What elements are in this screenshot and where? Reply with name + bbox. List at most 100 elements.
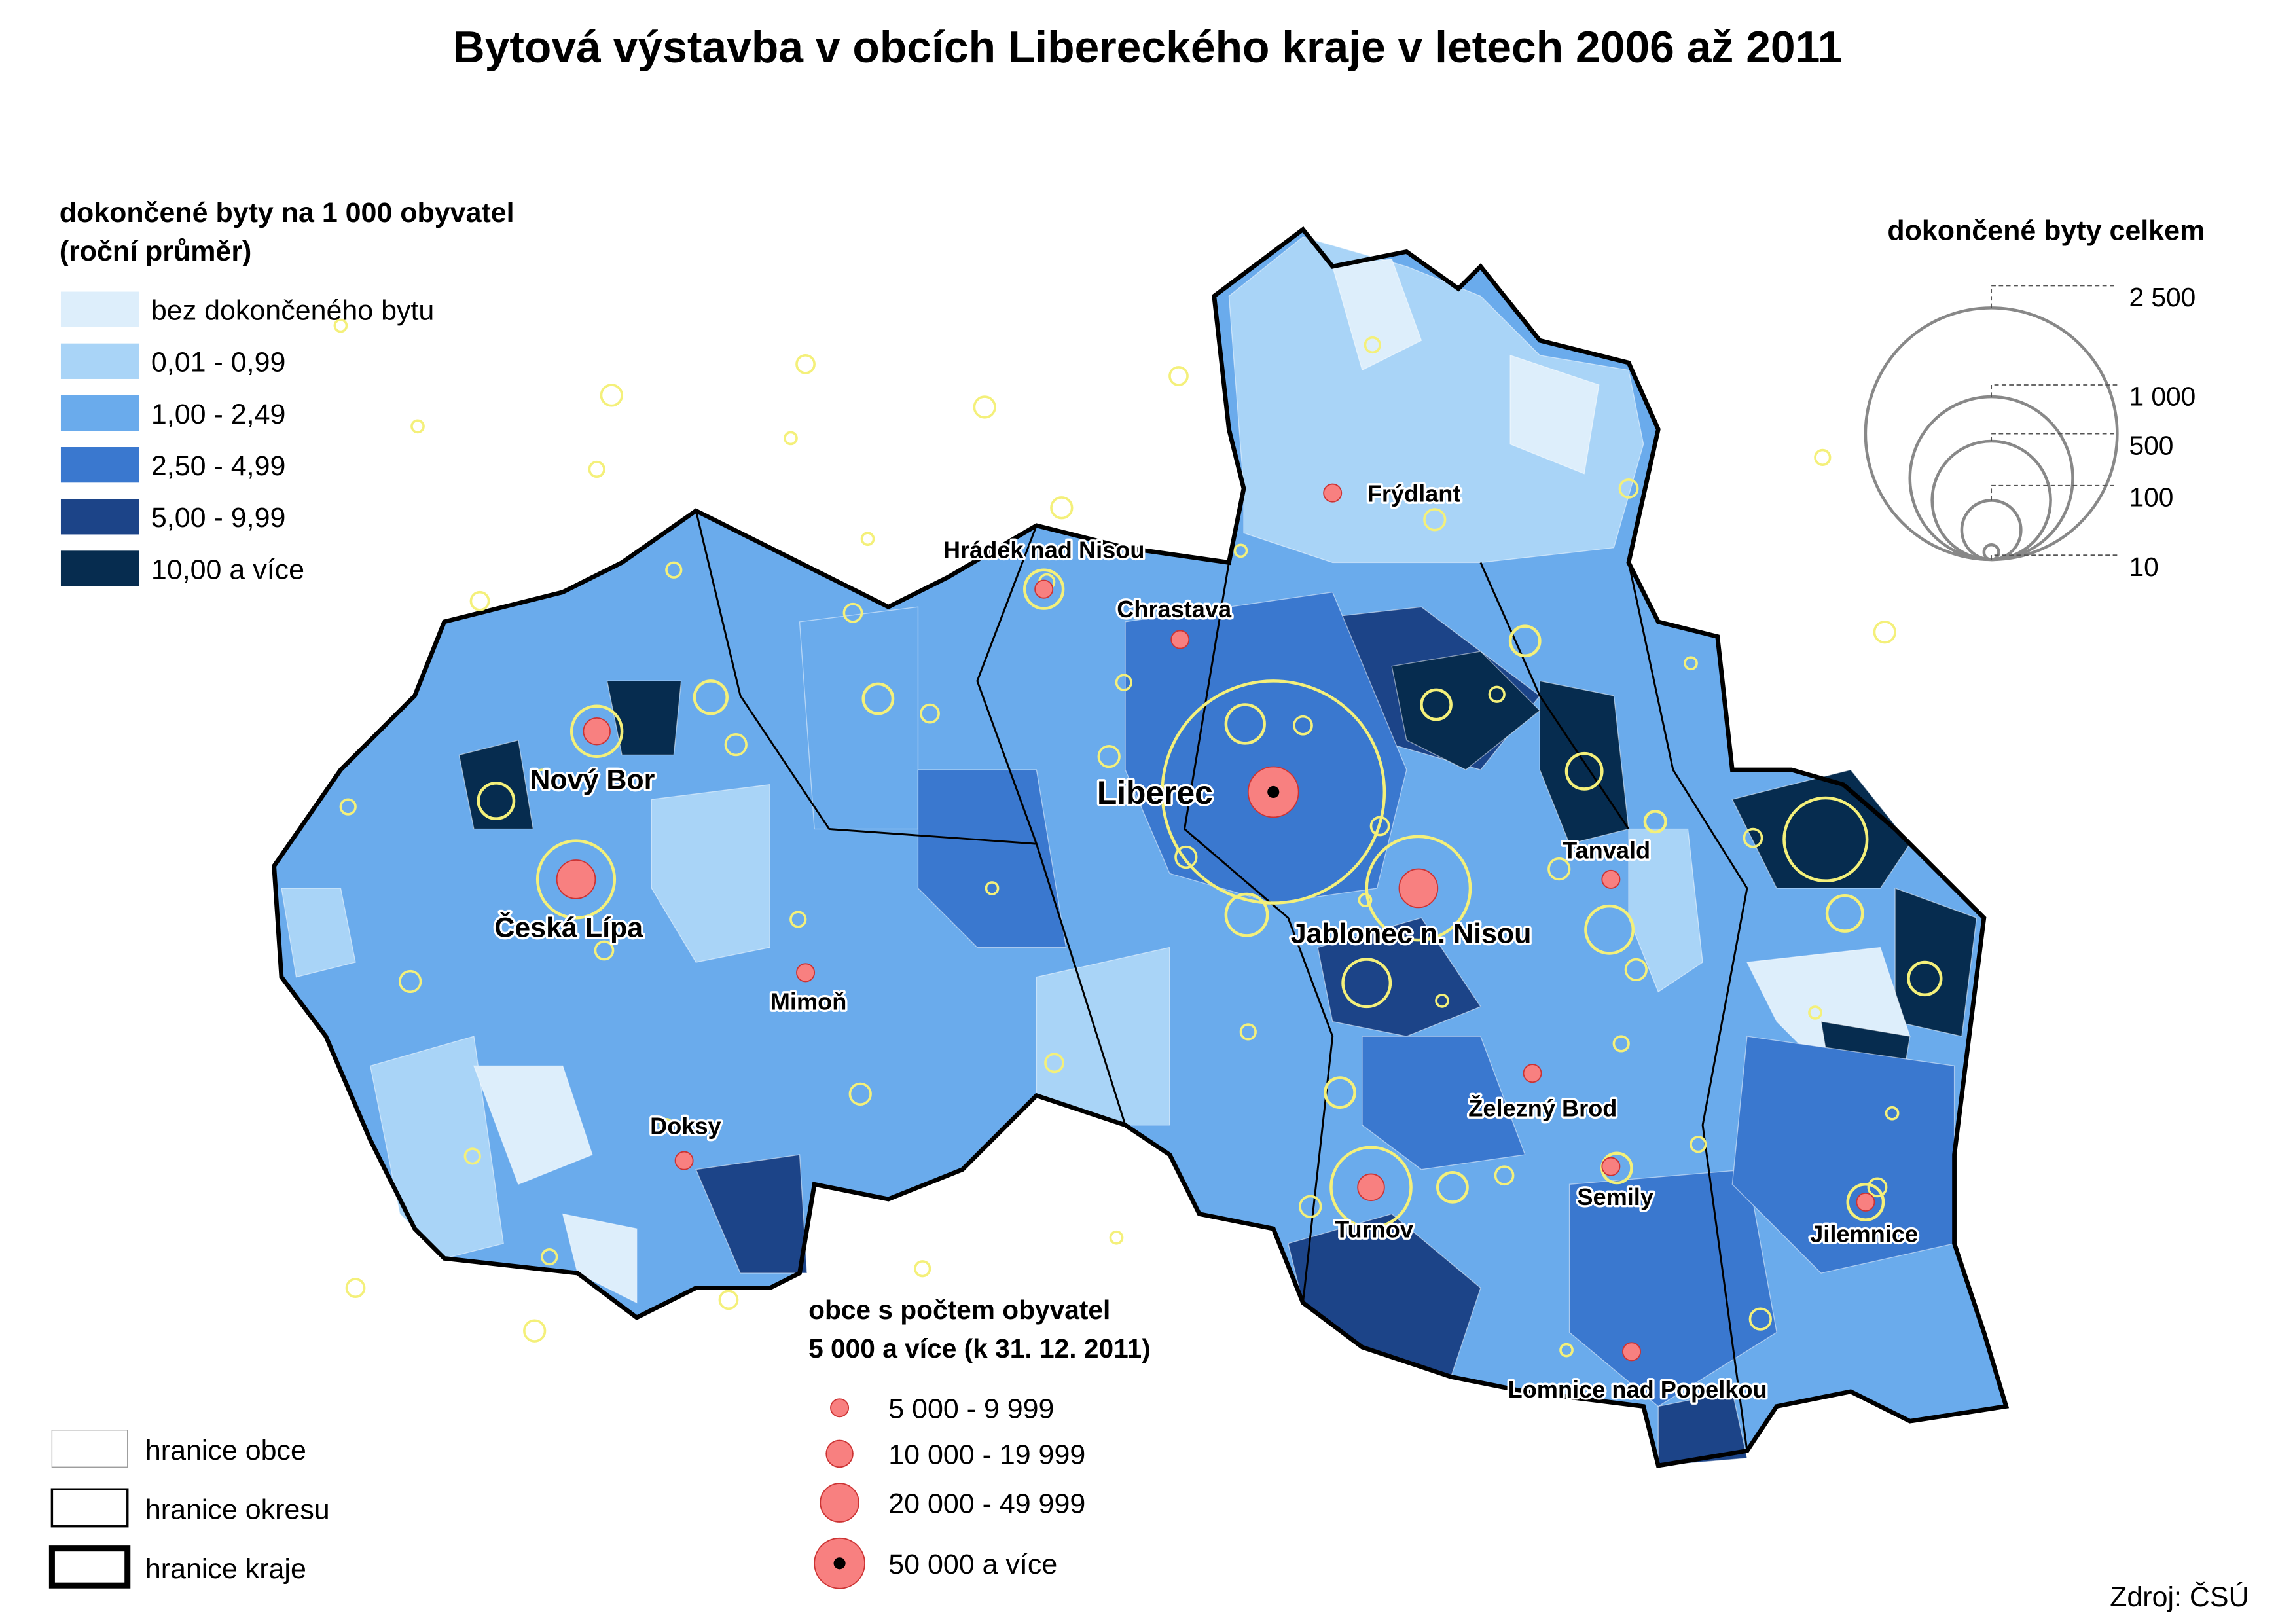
municipality <box>1391 651 1541 770</box>
municipality <box>1125 591 1407 904</box>
housing-circle <box>477 782 516 820</box>
town-marker <box>1622 1342 1642 1362</box>
town-label: Frýdlant <box>1367 480 1461 507</box>
municipality <box>281 888 356 978</box>
legend-label: 1,00 - 2,49 <box>151 399 285 430</box>
housing-circle <box>1224 892 1269 937</box>
housing-circle <box>842 602 863 623</box>
legend-title: obce s počtem obyvatel <box>808 1295 1110 1325</box>
size-circle <box>1908 395 2074 562</box>
leader-line <box>1991 285 2118 308</box>
housing-circle <box>1436 1170 1469 1204</box>
housing-circle <box>1050 496 1074 520</box>
housing-circle <box>1547 857 1571 881</box>
leader-line <box>1991 384 2118 397</box>
housing-circle <box>693 679 729 715</box>
housing-circle <box>339 798 357 816</box>
housing-circle <box>920 703 940 724</box>
legend-title: dokončené byty na 1 000 obyvatel <box>60 197 515 228</box>
housing-circle <box>523 1319 547 1343</box>
housing-circle <box>718 1290 739 1310</box>
size-label: 100 <box>2129 482 2173 512</box>
town-marker <box>1357 1173 1385 1202</box>
legend-swatch <box>60 499 139 535</box>
legend-label: hranice obce <box>145 1435 306 1466</box>
town-label: Železný Brod <box>1468 1094 1617 1121</box>
leader-line <box>1991 433 2118 441</box>
housing-circle <box>724 732 748 757</box>
town-marker <box>583 717 611 746</box>
housing-circle <box>345 1278 366 1298</box>
town-label: Doksy <box>650 1112 721 1139</box>
town-marker <box>674 1151 694 1170</box>
legend-label: 5 000 - 9 999 <box>888 1394 1054 1425</box>
legend-box <box>48 1545 131 1589</box>
housing-circle <box>1224 703 1266 745</box>
housing-circle <box>1488 685 1506 703</box>
town-label: Nový Bor <box>530 764 655 795</box>
legend-label: 50 000 a více <box>888 1549 1057 1580</box>
town-label: Hrádek nad Nisou <box>943 537 1145 564</box>
town-marker <box>1601 869 1621 889</box>
legend-label: bez dokončeného bytu <box>151 295 434 327</box>
municipality <box>562 1213 638 1304</box>
size-label: 500 <box>2129 430 2173 460</box>
region-boundary <box>272 226 2010 1468</box>
housing-circle <box>665 561 683 579</box>
housing-circle <box>1808 1005 1822 1020</box>
housing-circle <box>1494 1165 1515 1186</box>
size-label: 10 <box>2129 552 2158 582</box>
legend-label: 10,00 a více <box>151 554 304 585</box>
housing-circle <box>1329 1146 1413 1229</box>
legend-swatch <box>60 550 139 586</box>
housing-circle <box>659 1117 674 1132</box>
town-label: Jablonec n. Nisou <box>1291 918 1532 950</box>
legend-center <box>833 1557 846 1570</box>
town-center <box>1267 785 1280 799</box>
housing-circle <box>985 881 1000 895</box>
town-marker <box>1398 868 1439 909</box>
housing-circle <box>784 431 798 446</box>
municipality <box>1628 828 1703 993</box>
municipality <box>606 680 682 756</box>
housing-circle <box>1233 543 1248 558</box>
housing-circle <box>1097 745 1121 768</box>
municipality <box>1036 947 1170 1126</box>
size-label: 1 000 <box>2129 382 2196 412</box>
municipality <box>1731 1036 1955 1274</box>
housing-circle <box>1690 1136 1707 1153</box>
housing-circle <box>1748 1307 1772 1331</box>
municipality <box>473 1065 593 1185</box>
town-marker <box>1601 1157 1621 1176</box>
legend-label: 2,50 - 4,99 <box>151 450 285 482</box>
housing-circle <box>569 704 624 758</box>
housing-circle <box>588 460 605 478</box>
housing-circle <box>333 318 348 333</box>
town-label: Liberec <box>1097 774 1213 811</box>
housing-circle <box>1358 893 1373 907</box>
town-marker <box>1034 579 1054 599</box>
town-label: Mimoň <box>770 988 847 1015</box>
legend-swatch <box>60 395 139 431</box>
legend-box <box>51 1430 128 1468</box>
housing-circle <box>1324 1076 1356 1109</box>
size-label: 2 500 <box>2129 282 2196 312</box>
municipality <box>1657 1391 1748 1466</box>
housing-circle <box>1564 751 1604 791</box>
legend-marker <box>830 1398 850 1418</box>
leader-line <box>1991 484 2118 501</box>
housing-circle <box>1109 1230 1124 1245</box>
municipality <box>651 784 770 963</box>
housing-circle <box>973 395 996 419</box>
housing-circle <box>1867 1177 1888 1198</box>
housing-circle <box>541 1248 558 1266</box>
housing-circle <box>860 532 875 547</box>
legend-label: hranice kraje <box>145 1553 306 1585</box>
town-label: Chrastava <box>1117 596 1232 623</box>
housing-circle <box>410 419 425 434</box>
housing-circle <box>861 682 895 715</box>
legend-label: hranice okresu <box>145 1494 330 1525</box>
housing-circle <box>1423 508 1447 532</box>
municipality <box>917 769 1067 948</box>
housing-circle <box>1873 621 1896 644</box>
